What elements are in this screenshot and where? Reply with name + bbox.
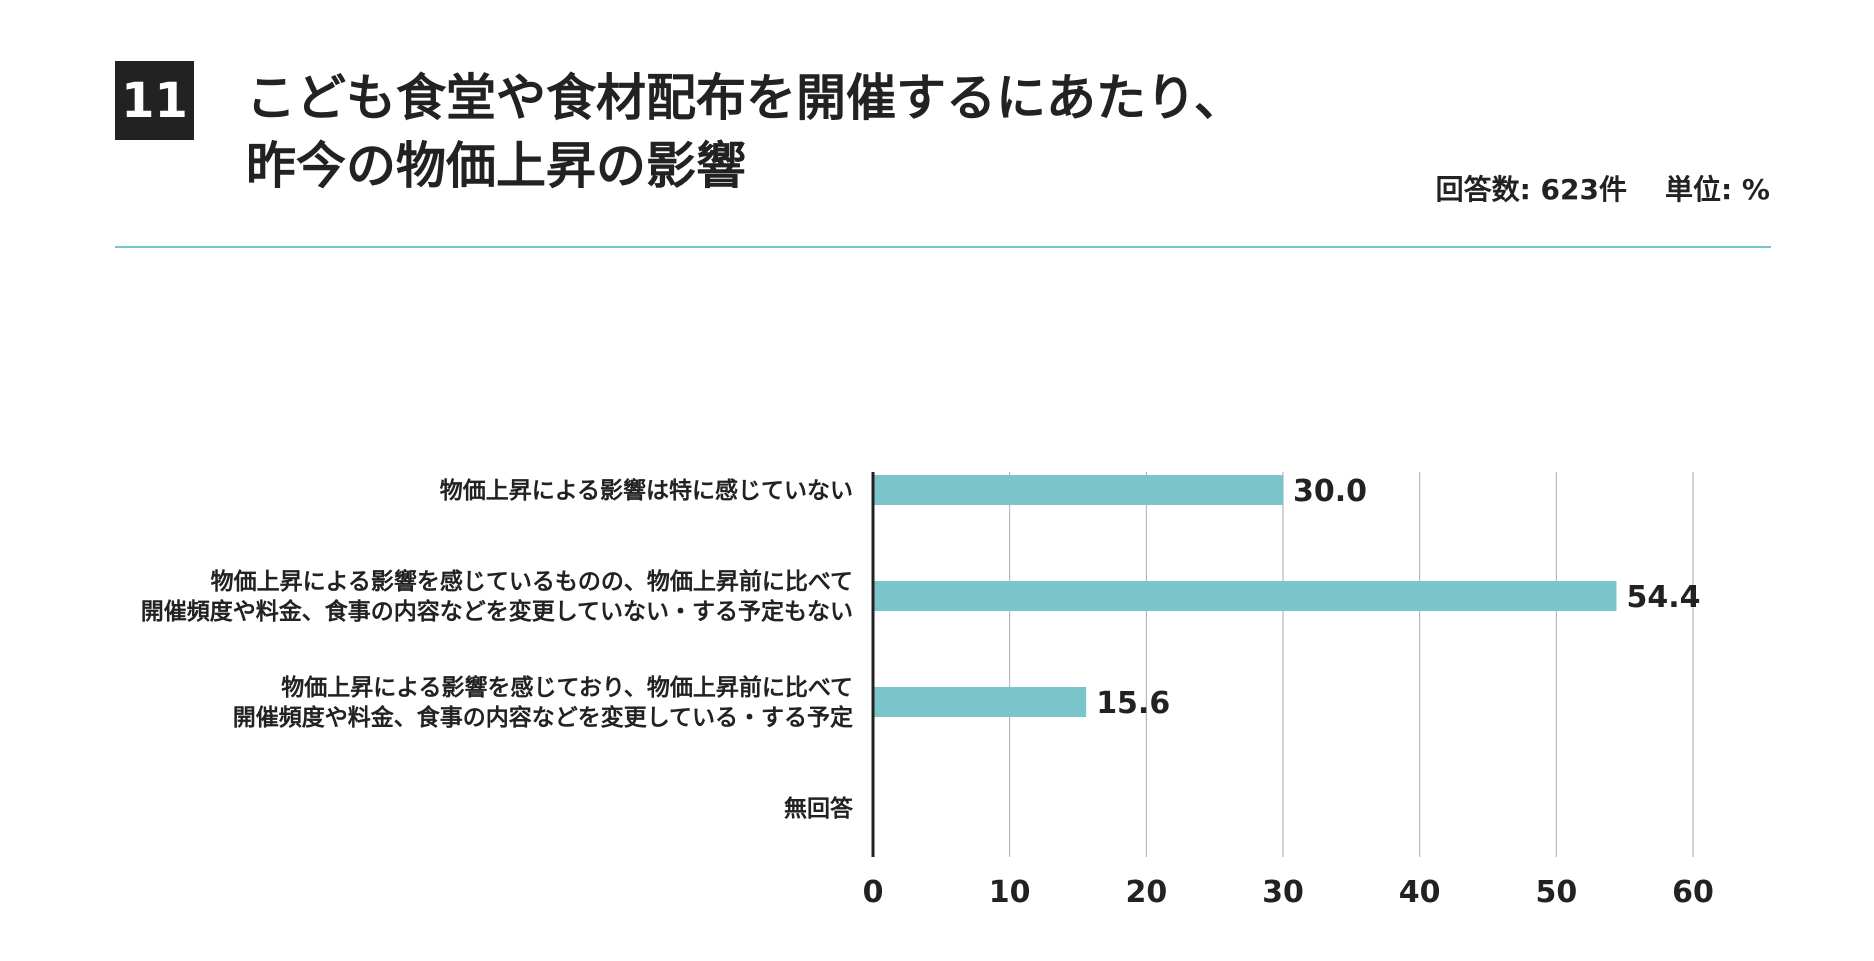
bar-value-label: 15.6 [1096, 686, 1170, 721]
bar [873, 581, 1617, 611]
chart-meta: 回答数: 623件 単位: % [1436, 168, 1770, 208]
category-label: 開催頻度や料金、食事の内容などを変更している・する予定 [233, 704, 853, 731]
title-line-2: 昨今の物価上昇の影響 [246, 137, 746, 195]
bar-value-label: 30.0 [1293, 474, 1367, 509]
x-tick-label: 10 [989, 875, 1031, 910]
response-count: 回答数: 623件 [1435, 173, 1627, 206]
category-label: 物価上昇による影響を感じており、物価上昇前に比べて [281, 674, 853, 701]
category-label: 物価上昇による影響は特に感じていない [440, 477, 853, 504]
x-tick-label: 50 [1535, 875, 1577, 910]
bar [873, 475, 1283, 505]
header-divider [115, 246, 1771, 248]
category-label: 無回答 [784, 795, 854, 822]
bar [873, 687, 1087, 717]
page-title: こども食堂や食材配布を開催するにあたり、 昨今の物価上昇の影響 [246, 64, 1244, 200]
category-label: 物価上昇による影響を感じているものの、物価上昇前に比べて [211, 568, 853, 595]
category-label: 開催頻度や料金、食事の内容などを変更していない・する予定もない [141, 598, 853, 625]
x-tick-label: 60 [1672, 875, 1714, 910]
bar-value-label: 54.4 [1626, 580, 1700, 615]
title-line-1: こども食堂や食材配布を開催するにあたり、 [246, 69, 1244, 127]
question-number: 11 [115, 61, 194, 140]
x-tick-label: 40 [1399, 875, 1441, 910]
unit-label: 単位: % [1664, 173, 1770, 206]
x-tick-label: 30 [1262, 875, 1304, 910]
x-tick-label: 0 [863, 875, 884, 910]
x-tick-label: 20 [1125, 875, 1167, 910]
